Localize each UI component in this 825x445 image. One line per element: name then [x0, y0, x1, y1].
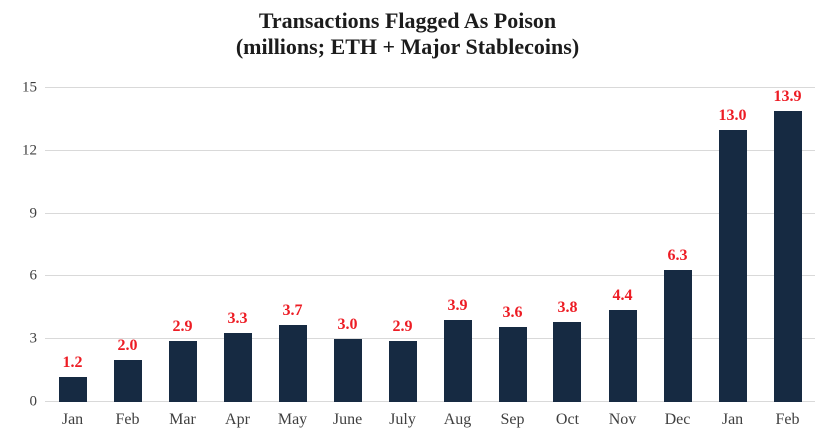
- gridline: [45, 338, 815, 340]
- y-tick-label: 6: [29, 267, 38, 284]
- title-block: Transactions Flagged As Poison (millions…: [0, 8, 815, 60]
- x-axis-label: Aug: [443, 411, 472, 428]
- y-tick-label: 9: [29, 205, 38, 222]
- bar: [223, 332, 252, 402]
- chart-title: Transactions Flagged As Poison: [258, 8, 557, 33]
- gridline: [45, 149, 815, 151]
- bar-value-label: 3.8: [557, 299, 578, 317]
- bar: [388, 341, 417, 402]
- bar: [113, 360, 142, 402]
- gridline: [45, 401, 815, 402]
- bar-value-label: 4.4: [612, 286, 633, 304]
- bar: [443, 320, 472, 402]
- bar: [608, 309, 637, 402]
- gridline: [45, 212, 815, 214]
- bar-value-label: 2.0: [117, 337, 138, 355]
- bar-value-label: 3.9: [447, 297, 468, 315]
- chart-subtitle: (millions; ETH + Major Stablecoins): [235, 34, 580, 59]
- bar-value-label: 6.3: [667, 247, 688, 265]
- x-axis-label: Feb: [115, 411, 140, 428]
- bar-value-label: 13.9: [773, 88, 802, 106]
- x-axis-label: Mar: [169, 411, 196, 428]
- bar: [168, 341, 197, 402]
- x-axis-label: Jan: [721, 411, 744, 428]
- x-axis-label: Dec: [664, 411, 691, 428]
- x-axis-label: Nov: [608, 411, 637, 428]
- y-axis: 0 3 6 9 12 15: [0, 80, 38, 409]
- bar-value-label: 3.0: [337, 316, 358, 334]
- bar: [553, 322, 582, 402]
- bar-value-label: 13.0: [718, 106, 747, 124]
- bar: [333, 339, 362, 402]
- bar-value-label: 3.7: [282, 301, 303, 319]
- bar: [58, 376, 87, 402]
- bar: [663, 270, 692, 402]
- plot-area: 1.2 Jan 2.0 Feb 2.9 Mar 3.3 Apr 3.7 May 3.0 June 2.9…: [45, 87, 815, 428]
- bar-value-label: 3.3: [227, 309, 248, 327]
- x-axis-label: Sep: [500, 411, 525, 428]
- gridline: [45, 275, 815, 277]
- y-tick-label: 3: [29, 330, 38, 347]
- y-tick-label: 0: [29, 393, 38, 410]
- bar-value-label: 3.6: [502, 303, 523, 321]
- x-axis-label: May: [277, 411, 308, 428]
- x-axis-label: Jan: [61, 411, 84, 428]
- bar-value-label: 2.9: [172, 318, 193, 336]
- bar-value-label: 1.2: [62, 353, 83, 371]
- x-axis-label: Feb: [775, 411, 800, 428]
- bar: [773, 111, 802, 402]
- bar-value-label: 2.9: [392, 318, 413, 336]
- x-axis-label: July: [389, 411, 416, 428]
- y-tick-label: 12: [22, 142, 37, 159]
- gridline: [45, 87, 815, 88]
- x-axis-label: June: [332, 411, 363, 428]
- x-axis-label: Oct: [555, 411, 580, 428]
- bar: [278, 324, 307, 402]
- bar: [718, 129, 747, 402]
- bar: [498, 326, 527, 402]
- y-tick-label: 15: [22, 79, 37, 96]
- x-axis-label: Apr: [225, 411, 250, 428]
